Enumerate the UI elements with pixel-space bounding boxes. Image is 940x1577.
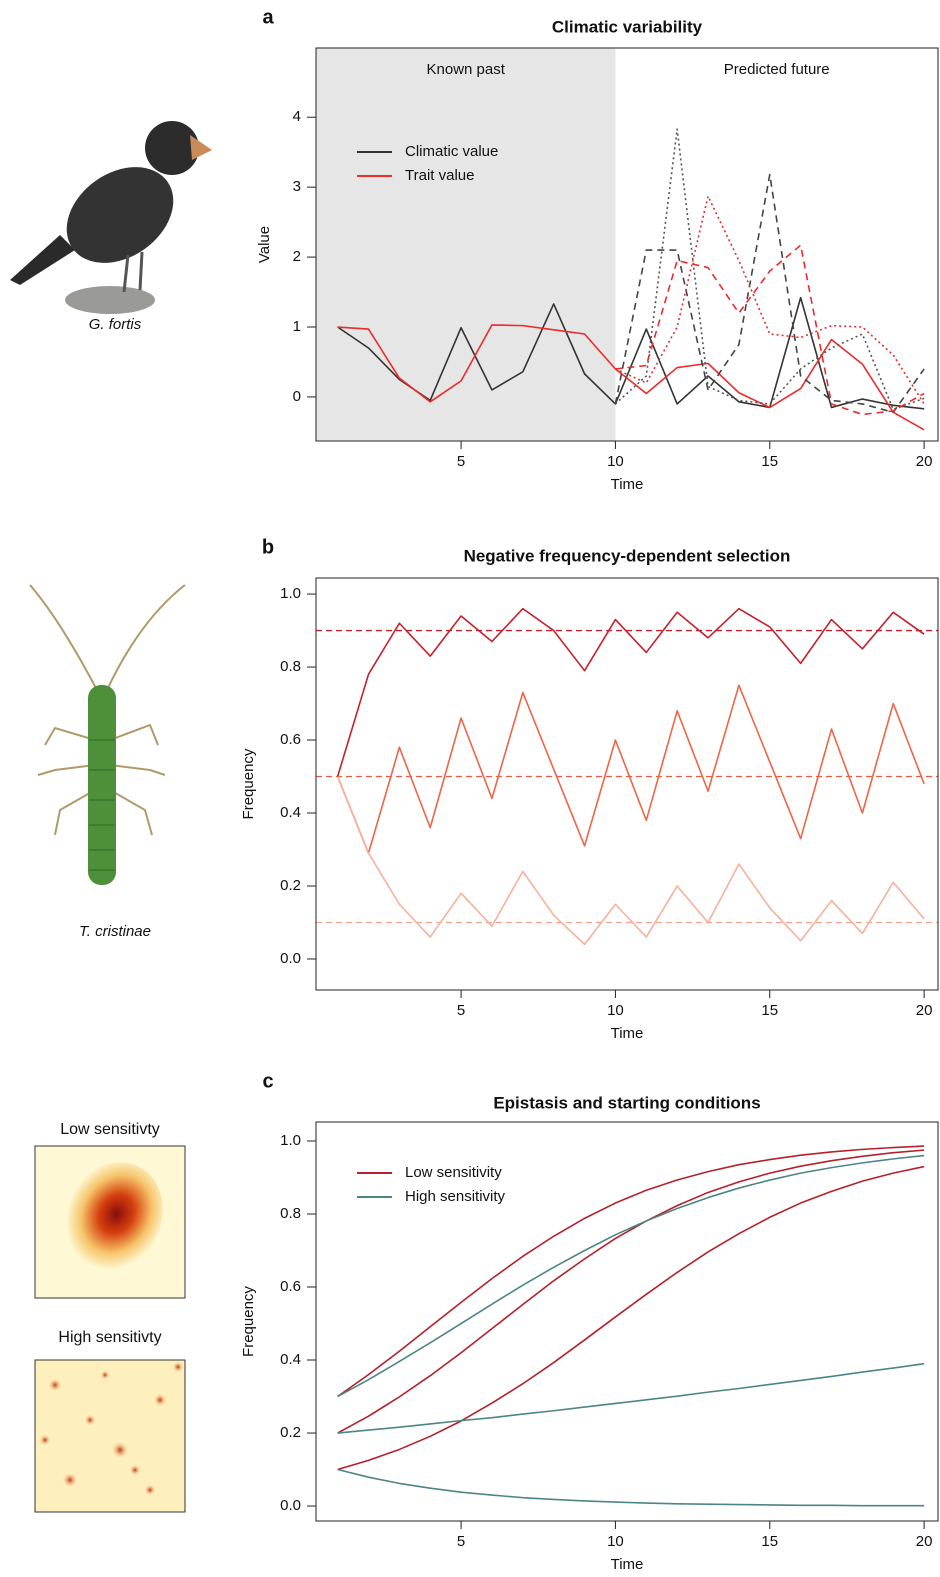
y-tick-label: 0.8	[280, 1205, 301, 1222]
x-tick-label: 15	[761, 1533, 778, 1550]
plot-frame	[315, 47, 939, 442]
x-tick-label: 10	[607, 1002, 624, 1019]
y-tick-label: 0.6	[280, 1278, 301, 1295]
y-tick-label: 3	[293, 178, 301, 195]
heatmap-peak	[61, 1162, 163, 1274]
series-line	[615, 195, 925, 405]
panel-label: a	[262, 6, 274, 28]
chart-title: Negative frequency-dependent selection	[464, 546, 791, 565]
series-line	[614, 173, 925, 414]
plot-frame	[315, 1121, 939, 1522]
y-tick-label: 0.4	[280, 804, 301, 821]
series-line	[337, 324, 925, 431]
series-line	[336, 684, 925, 854]
series-line	[337, 1149, 925, 1434]
y-tick-label: 0.0	[280, 1497, 301, 1514]
y-tick-label: 4	[293, 108, 301, 125]
series-line	[337, 1165, 925, 1471]
chart-title: Climatic variability	[552, 17, 703, 36]
x-tick-label: 5	[457, 1002, 465, 1019]
heatmap-spots	[39, 1361, 184, 1496]
x-tick-label: 15	[761, 453, 778, 470]
y-tick-label: 0.4	[280, 1351, 301, 1368]
x-axis-label: Time	[611, 1556, 644, 1572]
x-axis-label: Time	[611, 476, 644, 493]
image-caption: G. fortis	[89, 316, 142, 333]
y-axis-label: Frequency	[240, 1286, 257, 1357]
shaded-region	[316, 48, 616, 441]
bird-illustration	[10, 121, 212, 314]
image-caption: High sensitivty	[58, 1329, 161, 1346]
y-tick-label: 0.0	[280, 950, 301, 967]
legend-label: Low sensitivity	[405, 1164, 502, 1181]
y-tick-label: 2	[293, 248, 301, 265]
plot-frame	[315, 577, 939, 991]
y-tick-label: 1	[293, 318, 301, 335]
series-line	[337, 1468, 925, 1507]
insect-body	[88, 685, 116, 885]
legend-label: High sensitivity	[405, 1188, 506, 1205]
insect-segments	[89, 739, 115, 871]
x-tick-label: 20	[916, 1533, 933, 1550]
chart-title: Epistasis and starting conditions	[493, 1093, 760, 1112]
annotation: Predicted future	[724, 61, 830, 78]
y-tick-label: 1.0	[280, 1132, 301, 1149]
legend-label: Trait value	[405, 167, 474, 184]
y-axis-label: Frequency	[240, 748, 257, 819]
x-tick-label: 20	[916, 1002, 933, 1019]
annotation: Known past	[427, 61, 506, 78]
series-line	[337, 1154, 925, 1398]
panel-label: b	[262, 536, 274, 558]
y-tick-label: 0.8	[280, 658, 301, 675]
series-line	[615, 244, 925, 416]
x-tick-label: 20	[916, 453, 933, 470]
x-tick-label: 15	[761, 1002, 778, 1019]
x-tick-label: 10	[607, 1533, 624, 1550]
image-caption: T. cristinae	[79, 923, 151, 940]
y-tick-label: 0.2	[280, 1424, 301, 1441]
series-line	[336, 607, 925, 777]
x-tick-label: 5	[457, 453, 465, 470]
x-tick-label: 5	[457, 1533, 465, 1550]
y-tick-label: 0.2	[280, 877, 301, 894]
x-tick-label: 10	[607, 453, 624, 470]
series-line	[337, 1145, 925, 1398]
series-line	[336, 776, 925, 946]
series-line	[337, 1362, 925, 1434]
insect-illustration	[29, 584, 186, 836]
y-tick-label: 1.0	[280, 585, 301, 602]
image-caption: Low sensitivty	[60, 1121, 160, 1138]
y-axis-label: Value	[256, 226, 273, 263]
legend-label: Climatic value	[405, 143, 498, 160]
y-tick-label: 0	[293, 388, 301, 405]
panel-label: c	[262, 1070, 273, 1092]
y-tick-label: 0.6	[280, 731, 301, 748]
x-axis-label: Time	[611, 1025, 644, 1042]
